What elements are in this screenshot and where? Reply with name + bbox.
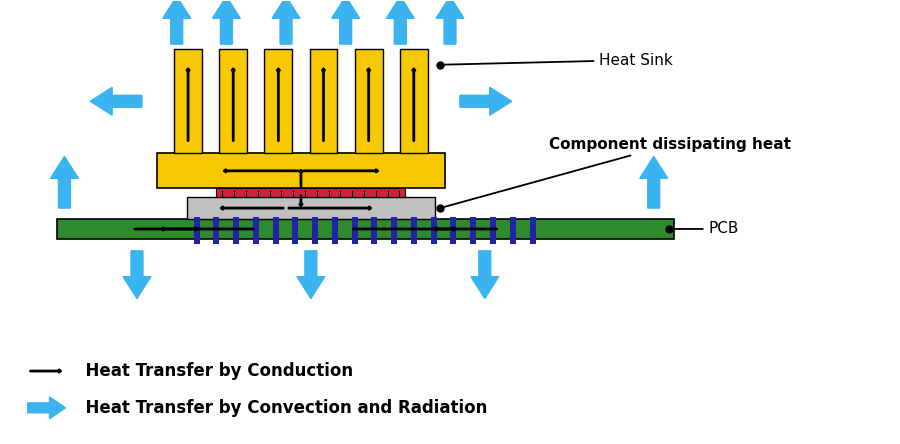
FancyArrow shape bbox=[212, 0, 240, 44]
FancyArrow shape bbox=[297, 251, 325, 298]
Bar bbox=[392, 217, 397, 244]
Text: Component dissipating heat: Component dissipating heat bbox=[443, 137, 791, 207]
Bar bbox=[265, 49, 292, 154]
FancyArrow shape bbox=[163, 0, 191, 44]
Bar bbox=[451, 217, 456, 244]
FancyArrow shape bbox=[90, 87, 142, 115]
Bar bbox=[292, 217, 298, 244]
Bar bbox=[220, 49, 248, 154]
Bar bbox=[213, 217, 220, 244]
Bar bbox=[273, 217, 279, 244]
FancyArrow shape bbox=[460, 87, 511, 115]
Bar bbox=[509, 217, 516, 244]
FancyArrow shape bbox=[471, 251, 499, 298]
Bar bbox=[529, 217, 535, 244]
Bar bbox=[58, 219, 673, 239]
Bar bbox=[352, 217, 357, 244]
FancyArrow shape bbox=[50, 156, 78, 208]
Bar bbox=[157, 154, 445, 188]
Bar bbox=[175, 49, 202, 154]
Bar bbox=[253, 217, 259, 244]
Bar bbox=[471, 217, 476, 244]
Bar bbox=[411, 217, 417, 244]
FancyArrow shape bbox=[640, 156, 668, 208]
Bar bbox=[194, 217, 200, 244]
Bar bbox=[332, 217, 338, 244]
FancyArrow shape bbox=[272, 0, 300, 44]
Bar bbox=[372, 217, 377, 244]
Bar bbox=[312, 217, 318, 244]
FancyArrow shape bbox=[28, 397, 66, 419]
Bar bbox=[490, 217, 496, 244]
Text: Heat Transfer by Convection and Radiation: Heat Transfer by Convection and Radiatio… bbox=[75, 399, 488, 417]
Bar bbox=[355, 49, 382, 154]
Bar bbox=[217, 188, 405, 197]
FancyArrow shape bbox=[123, 251, 151, 298]
Text: Heat Sink: Heat Sink bbox=[443, 52, 673, 67]
Bar bbox=[400, 49, 428, 154]
Text: PCB: PCB bbox=[671, 222, 739, 237]
Bar bbox=[186, 197, 435, 219]
Bar bbox=[233, 217, 239, 244]
Bar bbox=[431, 217, 436, 244]
FancyArrow shape bbox=[436, 0, 464, 44]
FancyArrow shape bbox=[386, 0, 414, 44]
FancyArrow shape bbox=[332, 0, 360, 44]
Bar bbox=[310, 49, 338, 154]
Text: Heat Transfer by Conduction: Heat Transfer by Conduction bbox=[75, 362, 354, 380]
